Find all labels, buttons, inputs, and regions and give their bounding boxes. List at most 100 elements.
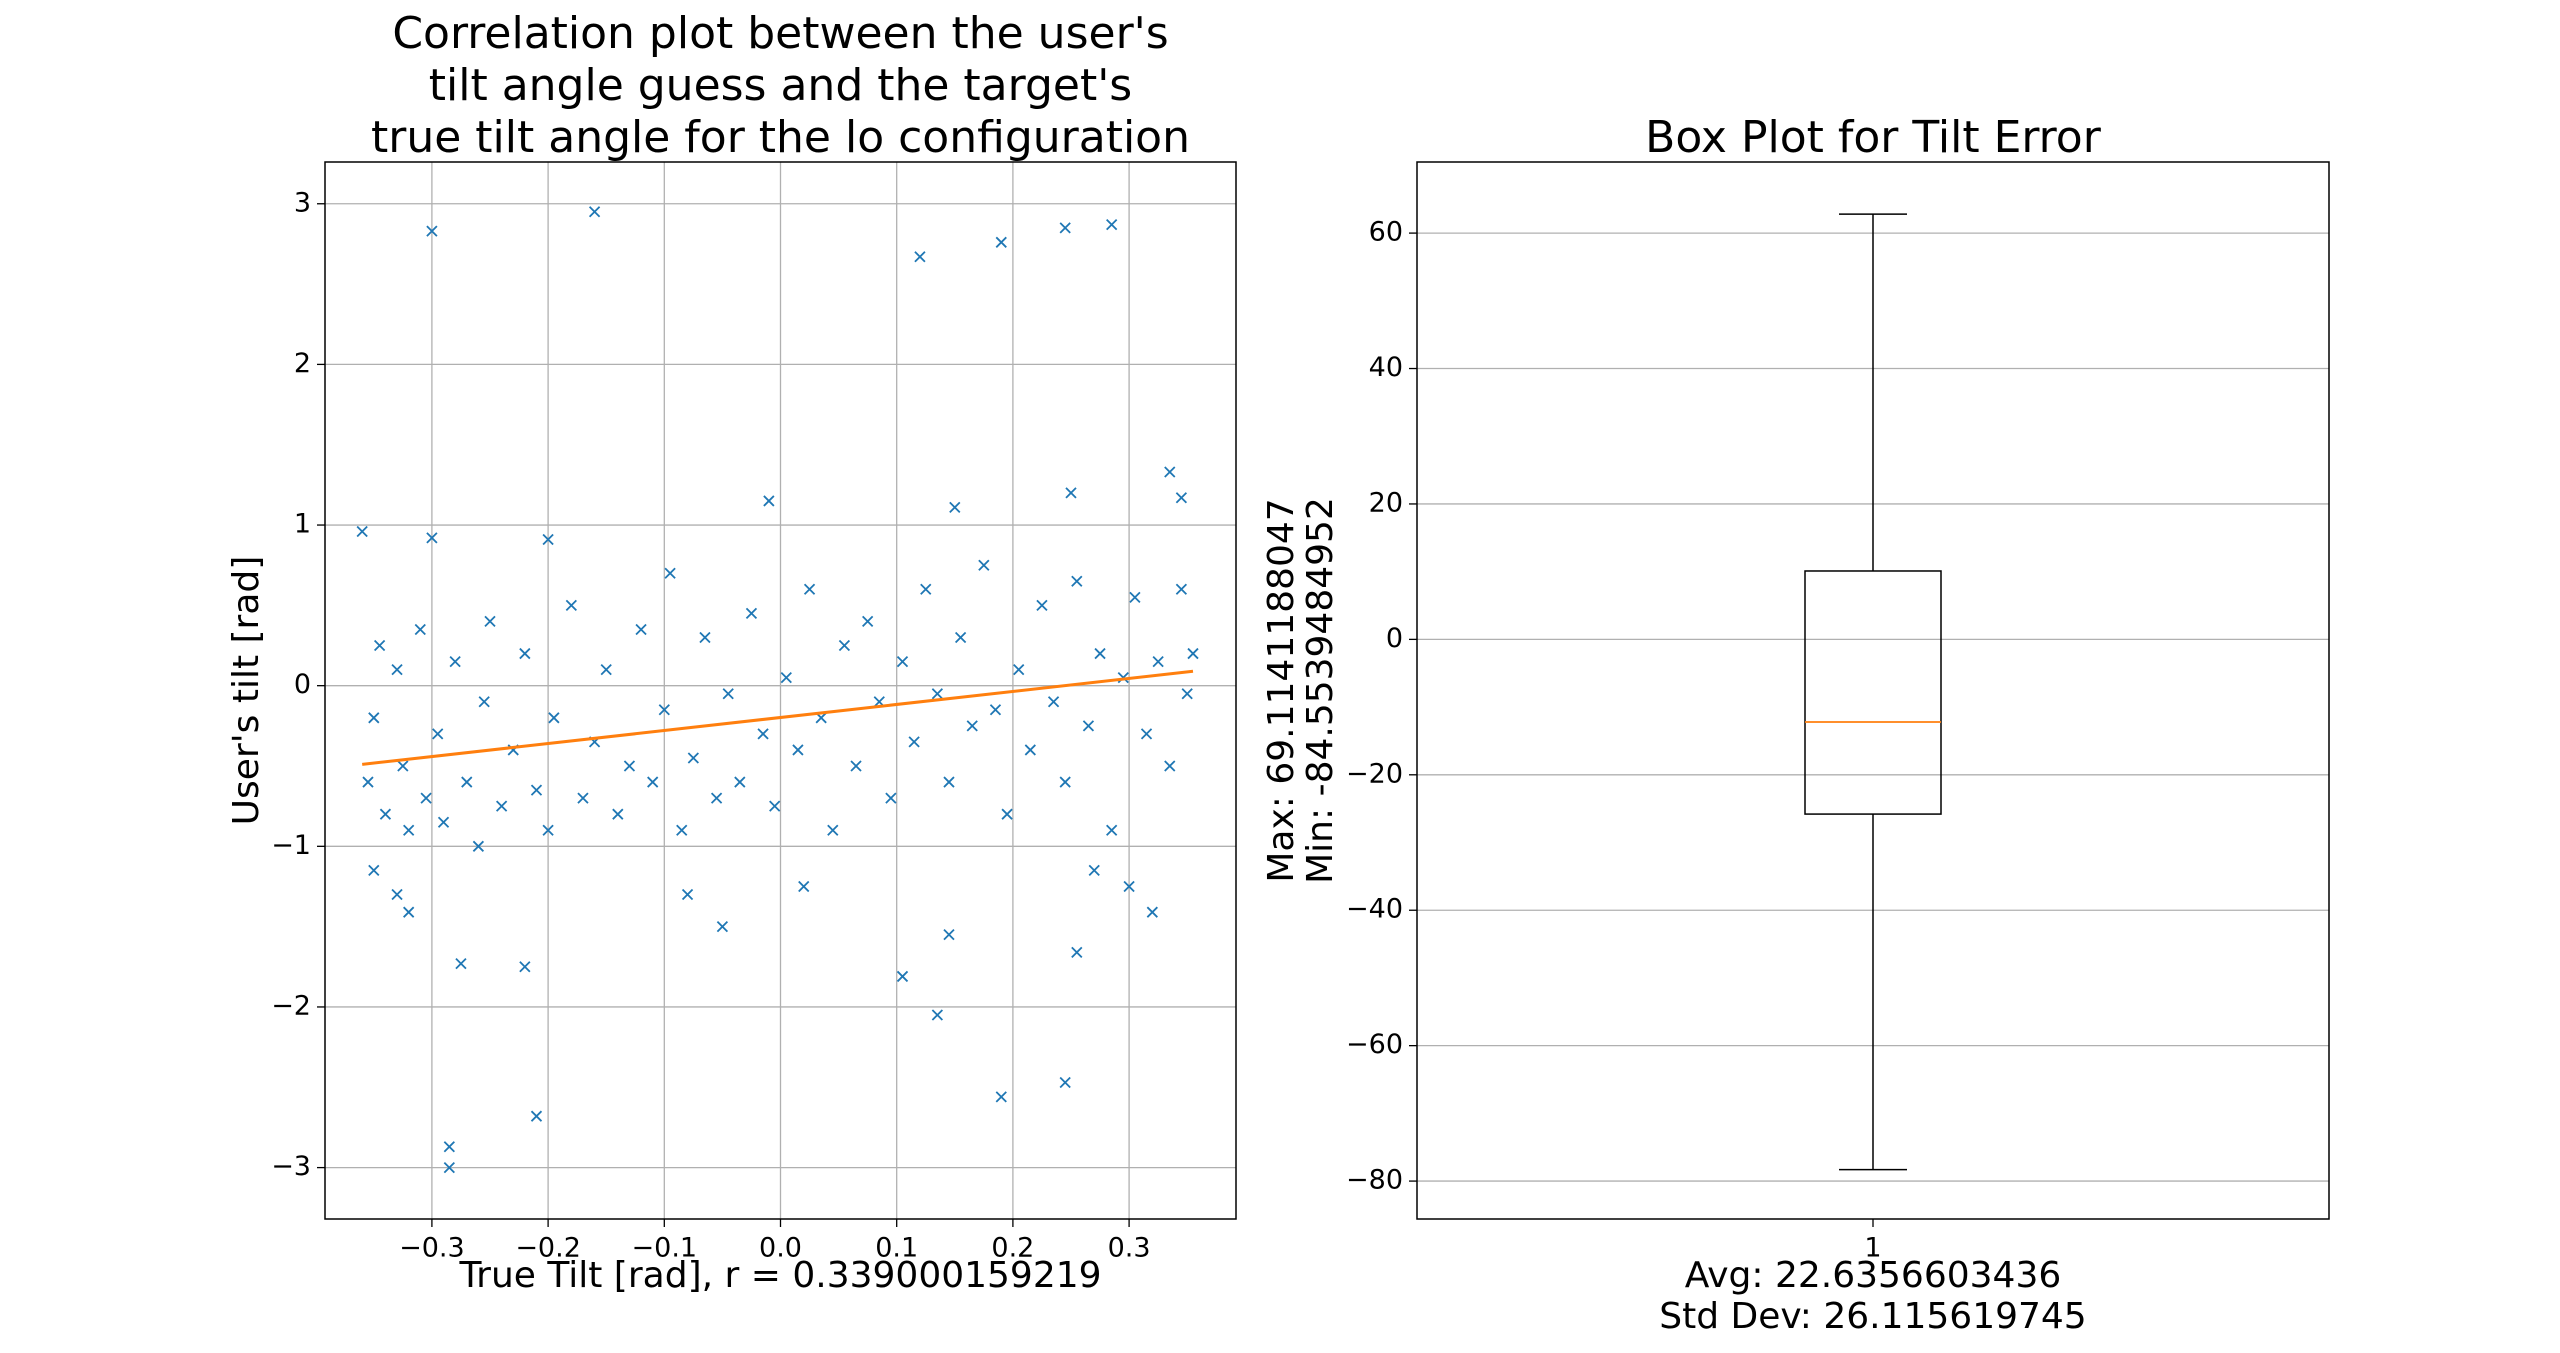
scatter-point (838, 639, 851, 652)
scatter-point (635, 623, 647, 636)
scatter-point (1071, 946, 1083, 958)
scatter-point (920, 583, 932, 595)
scatter-point (949, 501, 961, 514)
scatter-point (931, 688, 944, 700)
y-tick-label: −40 (1346, 894, 1403, 925)
y-tick-label: 60 (1369, 217, 1403, 248)
scatter-point (1164, 760, 1176, 772)
scatter-point (1175, 583, 1188, 595)
scatter-point (368, 712, 380, 724)
scatter-point (885, 792, 897, 804)
scatter-point (1065, 487, 1077, 499)
scatter-point (362, 776, 374, 788)
scatter-point (780, 672, 792, 684)
scatter-point (710, 792, 723, 804)
scatter-point (966, 720, 978, 732)
scatter-point (757, 728, 769, 740)
scatter-point (664, 567, 676, 579)
axes-frame (1416, 161, 2330, 1220)
scatter-point (548, 712, 560, 724)
chart-title: Correlation plot between the user's (392, 8, 1168, 59)
x-tick-label: 0.2 (991, 1233, 1034, 1264)
scatter-point (519, 961, 531, 973)
axes-frame (324, 161, 1237, 1220)
scatter-point (763, 495, 775, 507)
scatter-point (356, 525, 368, 538)
chart-title: true tilt angle for the lo configuration (371, 112, 1190, 163)
x-tick-label: −0.2 (515, 1233, 581, 1264)
scatter-point (745, 607, 758, 620)
scatter-point (484, 615, 496, 628)
scatter-point (373, 639, 386, 652)
scatter-point (1082, 720, 1095, 732)
scatter-point (769, 800, 781, 812)
x-tick-label: 1 (1864, 1233, 1881, 1264)
scatter-point (1140, 728, 1153, 740)
y-axis-label: Min: -84.5539484952 (1300, 497, 1341, 884)
scatter-point (588, 206, 601, 218)
y-tick-label: 40 (1369, 352, 1403, 383)
scatter-point (1164, 466, 1176, 478)
scatter-point (803, 583, 816, 595)
scatter-point (699, 631, 711, 644)
scatter-point (426, 225, 438, 237)
scatter-point (623, 760, 636, 772)
x-tick-label: 0.1 (875, 1233, 918, 1264)
scatter-point (792, 744, 804, 756)
scatter-point (1059, 1076, 1071, 1089)
scatter-point (449, 655, 461, 668)
scatter-point (612, 808, 624, 820)
scatter-point (519, 647, 531, 660)
x-axis-label: True Tilt [rad], r = 0.339000159219 (458, 1255, 1101, 1296)
y-tick-label: −60 (1346, 1029, 1403, 1060)
x-axis-label: Std Dev: 26.115619745 (1659, 1296, 2086, 1337)
scatter-point (455, 957, 467, 970)
scatter-point (914, 251, 926, 263)
chart-title: Box Plot for Tilt Error (1645, 112, 2102, 163)
scatter-point (1001, 808, 1013, 820)
y-tick-label: 0 (294, 669, 311, 700)
scatter-point (1088, 864, 1100, 877)
scatter-point (391, 663, 403, 676)
scatter-point (542, 533, 554, 546)
scatter-point (647, 776, 659, 788)
scatter-point (1187, 647, 1199, 660)
box (1804, 570, 1942, 815)
scatter-point (1123, 880, 1135, 893)
scatter-point (565, 599, 577, 611)
scatter-point (943, 929, 955, 941)
scatter-point (542, 824, 554, 836)
scatter-point (403, 824, 415, 836)
scatter-point (1013, 663, 1025, 676)
scatter-point (577, 792, 589, 804)
y-tick-label: −3 (271, 1151, 311, 1182)
scatter-point (1047, 696, 1060, 708)
y-tick-label: 0 (1386, 623, 1403, 654)
scatter-point (1129, 591, 1141, 603)
scatter-point (397, 760, 409, 772)
scatter-point (931, 1009, 944, 1021)
scatter-point (1152, 655, 1164, 668)
scatter-point (954, 631, 967, 644)
scatter-point (426, 532, 438, 544)
scatter-point (658, 704, 670, 716)
scatter-point (1024, 744, 1036, 756)
scatter-point (1106, 824, 1118, 836)
chart-title: tilt angle guess and the target's (429, 60, 1132, 111)
scatter-point (495, 800, 508, 812)
y-axis-label: Max: 69.1141188047 (1261, 498, 1302, 882)
scatter-point (1106, 219, 1118, 231)
scatter-point (989, 704, 1002, 716)
scatter-point (600, 663, 612, 676)
scatter-point (722, 688, 734, 700)
y-tick-label: −1 (271, 830, 311, 861)
scatter-point (472, 840, 485, 852)
scatter-point (530, 784, 543, 796)
scatter-point (443, 1141, 455, 1153)
fit-line (362, 669, 1194, 766)
scatter-point (798, 880, 810, 893)
scatter-point (716, 921, 729, 933)
scatter-point (1036, 599, 1048, 611)
scatter-point (995, 1091, 1007, 1103)
scatter-point (1181, 688, 1193, 700)
